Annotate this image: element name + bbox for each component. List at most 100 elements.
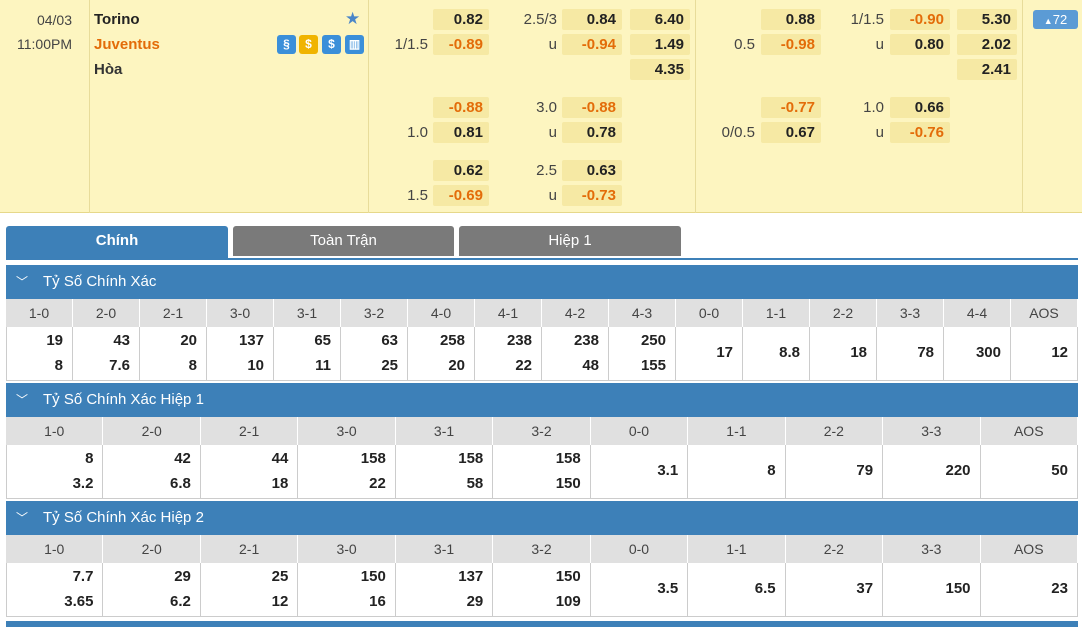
- more-markets-badge[interactable]: ▲72: [1033, 10, 1078, 29]
- odds-value[interactable]: 258: [439, 332, 465, 349]
- odds-cell[interactable]: 0.80: [890, 34, 950, 55]
- odds-value[interactable]: 8.8: [779, 344, 800, 361]
- odds-cell[interactable]: -0.94: [562, 34, 622, 55]
- odds-value[interactable]: 300: [975, 344, 1001, 361]
- odds-cell[interactable]: 0.84: [562, 9, 622, 30]
- score-odds-cell[interactable]: 37: [785, 563, 884, 617]
- tab-full-match[interactable]: Toàn Trận: [233, 226, 454, 256]
- odds-value[interactable]: 19: [46, 332, 63, 349]
- score-odds-cell[interactable]: 3.5: [590, 563, 689, 617]
- odds-cell[interactable]: 0.67: [761, 122, 821, 143]
- odds-value[interactable]: 238: [573, 332, 599, 349]
- odds-value[interactable]: 50: [1051, 462, 1068, 479]
- odds-value[interactable]: 8: [54, 357, 63, 374]
- odds-value[interactable]: 150: [945, 580, 971, 597]
- odds-cell[interactable]: -0.90: [890, 9, 950, 30]
- odds-value[interactable]: 8: [188, 357, 197, 374]
- score-odds-cell[interactable]: 65 11: [274, 327, 341, 381]
- section-header[interactable]: ﹀ Tỷ Số Chính Xác Hiệp 1: [6, 383, 1078, 417]
- stats-chart-icon[interactable]: ▥: [345, 35, 364, 54]
- odds-cell[interactable]: -0.69: [433, 185, 489, 206]
- score-odds-cell[interactable]: 137 29: [395, 563, 494, 617]
- odds-value[interactable]: 25: [271, 568, 289, 585]
- odds-cell[interactable]: 5.30: [957, 9, 1017, 30]
- score-odds-cell[interactable]: 8: [688, 445, 786, 499]
- odds-value[interactable]: 16: [369, 593, 386, 610]
- odds-value[interactable]: 22: [369, 475, 386, 492]
- odds-value[interactable]: 63: [381, 332, 398, 349]
- odds-cell[interactable]: 0.81: [433, 122, 489, 143]
- odds-value[interactable]: 150: [555, 475, 581, 492]
- odds-value[interactable]: 7.7: [72, 568, 94, 585]
- odds-cell[interactable]: 0.62: [433, 160, 489, 181]
- score-odds-cell[interactable]: 150 16: [298, 563, 396, 617]
- odds-value[interactable]: 11: [315, 357, 331, 374]
- odds-value[interactable]: 158: [360, 450, 386, 467]
- score-odds-cell[interactable]: 43 7.6: [73, 327, 140, 381]
- odds-value[interactable]: 37: [856, 580, 874, 597]
- score-odds-cell[interactable]: 50: [980, 445, 1078, 499]
- odds-value[interactable]: 65: [314, 332, 331, 349]
- odds-value[interactable]: 20: [180, 332, 197, 349]
- coin-icon[interactable]: $: [299, 35, 318, 54]
- score-odds-cell[interactable]: 7.7 3.65: [6, 563, 104, 617]
- odds-value[interactable]: 220: [945, 462, 971, 479]
- odds-value[interactable]: 155: [640, 357, 666, 374]
- home-team[interactable]: Torino: [94, 11, 140, 28]
- odds-value[interactable]: 29: [466, 593, 484, 610]
- favorite-star-icon[interactable]: ★: [345, 9, 361, 28]
- odds-value[interactable]: 7.6: [109, 357, 130, 374]
- odds-value[interactable]: 8: [85, 450, 94, 467]
- odds-cell[interactable]: -0.77: [761, 97, 821, 118]
- odds-value[interactable]: 17: [716, 344, 733, 361]
- score-odds-cell[interactable]: 158 150: [493, 445, 591, 499]
- odds-value[interactable]: 43: [113, 332, 130, 349]
- odds-value[interactable]: 78: [917, 344, 934, 361]
- odds-value[interactable]: 250: [640, 332, 666, 349]
- odds-value[interactable]: 79: [856, 462, 874, 479]
- score-odds-cell[interactable]: 258 20: [408, 327, 475, 381]
- score-odds-cell[interactable]: 63 25: [341, 327, 408, 381]
- odds-value[interactable]: 3.1: [657, 462, 679, 479]
- score-odds-cell[interactable]: 3.1: [590, 445, 689, 499]
- odds-value[interactable]: 48: [582, 357, 599, 374]
- odds-value[interactable]: 150: [555, 568, 581, 585]
- odds-value[interactable]: 18: [271, 475, 289, 492]
- odds-cell[interactable]: 2.02: [957, 34, 1017, 55]
- odds-cell[interactable]: 0.63: [562, 160, 622, 181]
- odds-cell[interactable]: 0.78: [562, 122, 622, 143]
- odds-value[interactable]: 8: [767, 462, 776, 479]
- score-odds-cell[interactable]: 8 3.2: [6, 445, 104, 499]
- score-odds-cell[interactable]: 300: [944, 327, 1011, 381]
- odds-value[interactable]: 42: [174, 450, 191, 467]
- score-odds-cell[interactable]: 29 6.2: [103, 563, 201, 617]
- score-odds-cell[interactable]: 220: [883, 445, 981, 499]
- odds-value[interactable]: 58: [466, 475, 484, 492]
- score-odds-cell[interactable]: 78: [877, 327, 944, 381]
- odds-value[interactable]: 137: [238, 332, 264, 349]
- score-odds-cell[interactable]: 42 6.8: [103, 445, 201, 499]
- odds-value[interactable]: 44: [271, 450, 289, 467]
- tab-first-half[interactable]: Hiệp 1: [459, 226, 681, 256]
- score-odds-cell[interactable]: 79: [785, 445, 884, 499]
- odds-value[interactable]: 23: [1051, 580, 1068, 597]
- odds-cell[interactable]: 1.49: [630, 34, 690, 55]
- lineup-icon[interactable]: §: [277, 35, 296, 54]
- score-odds-cell[interactable]: 158 22: [298, 445, 396, 499]
- score-odds-cell[interactable]: 238 22: [475, 327, 542, 381]
- chevron-down-icon[interactable]: ﹀: [16, 393, 29, 407]
- odds-cell[interactable]: -0.88: [562, 97, 622, 118]
- score-odds-cell[interactable]: 23: [980, 563, 1078, 617]
- odds-value[interactable]: 6.2: [170, 593, 191, 610]
- score-odds-cell[interactable]: 158 58: [395, 445, 494, 499]
- odds-value[interactable]: 137: [458, 568, 484, 585]
- score-odds-cell[interactable]: 8.8: [743, 327, 810, 381]
- section-header[interactable]: ﹀ Tỷ Số Chính Xác Hiệp 2: [6, 501, 1078, 535]
- odds-value[interactable]: 18: [850, 344, 867, 361]
- tab-main[interactable]: Chính: [6, 226, 228, 260]
- odds-value[interactable]: 3.65: [64, 593, 94, 610]
- odds-value[interactable]: 158: [458, 450, 484, 467]
- chevron-down-icon[interactable]: ﹀: [16, 275, 29, 289]
- score-odds-cell[interactable]: 150 109: [493, 563, 591, 617]
- odds-value[interactable]: 3.2: [72, 475, 94, 492]
